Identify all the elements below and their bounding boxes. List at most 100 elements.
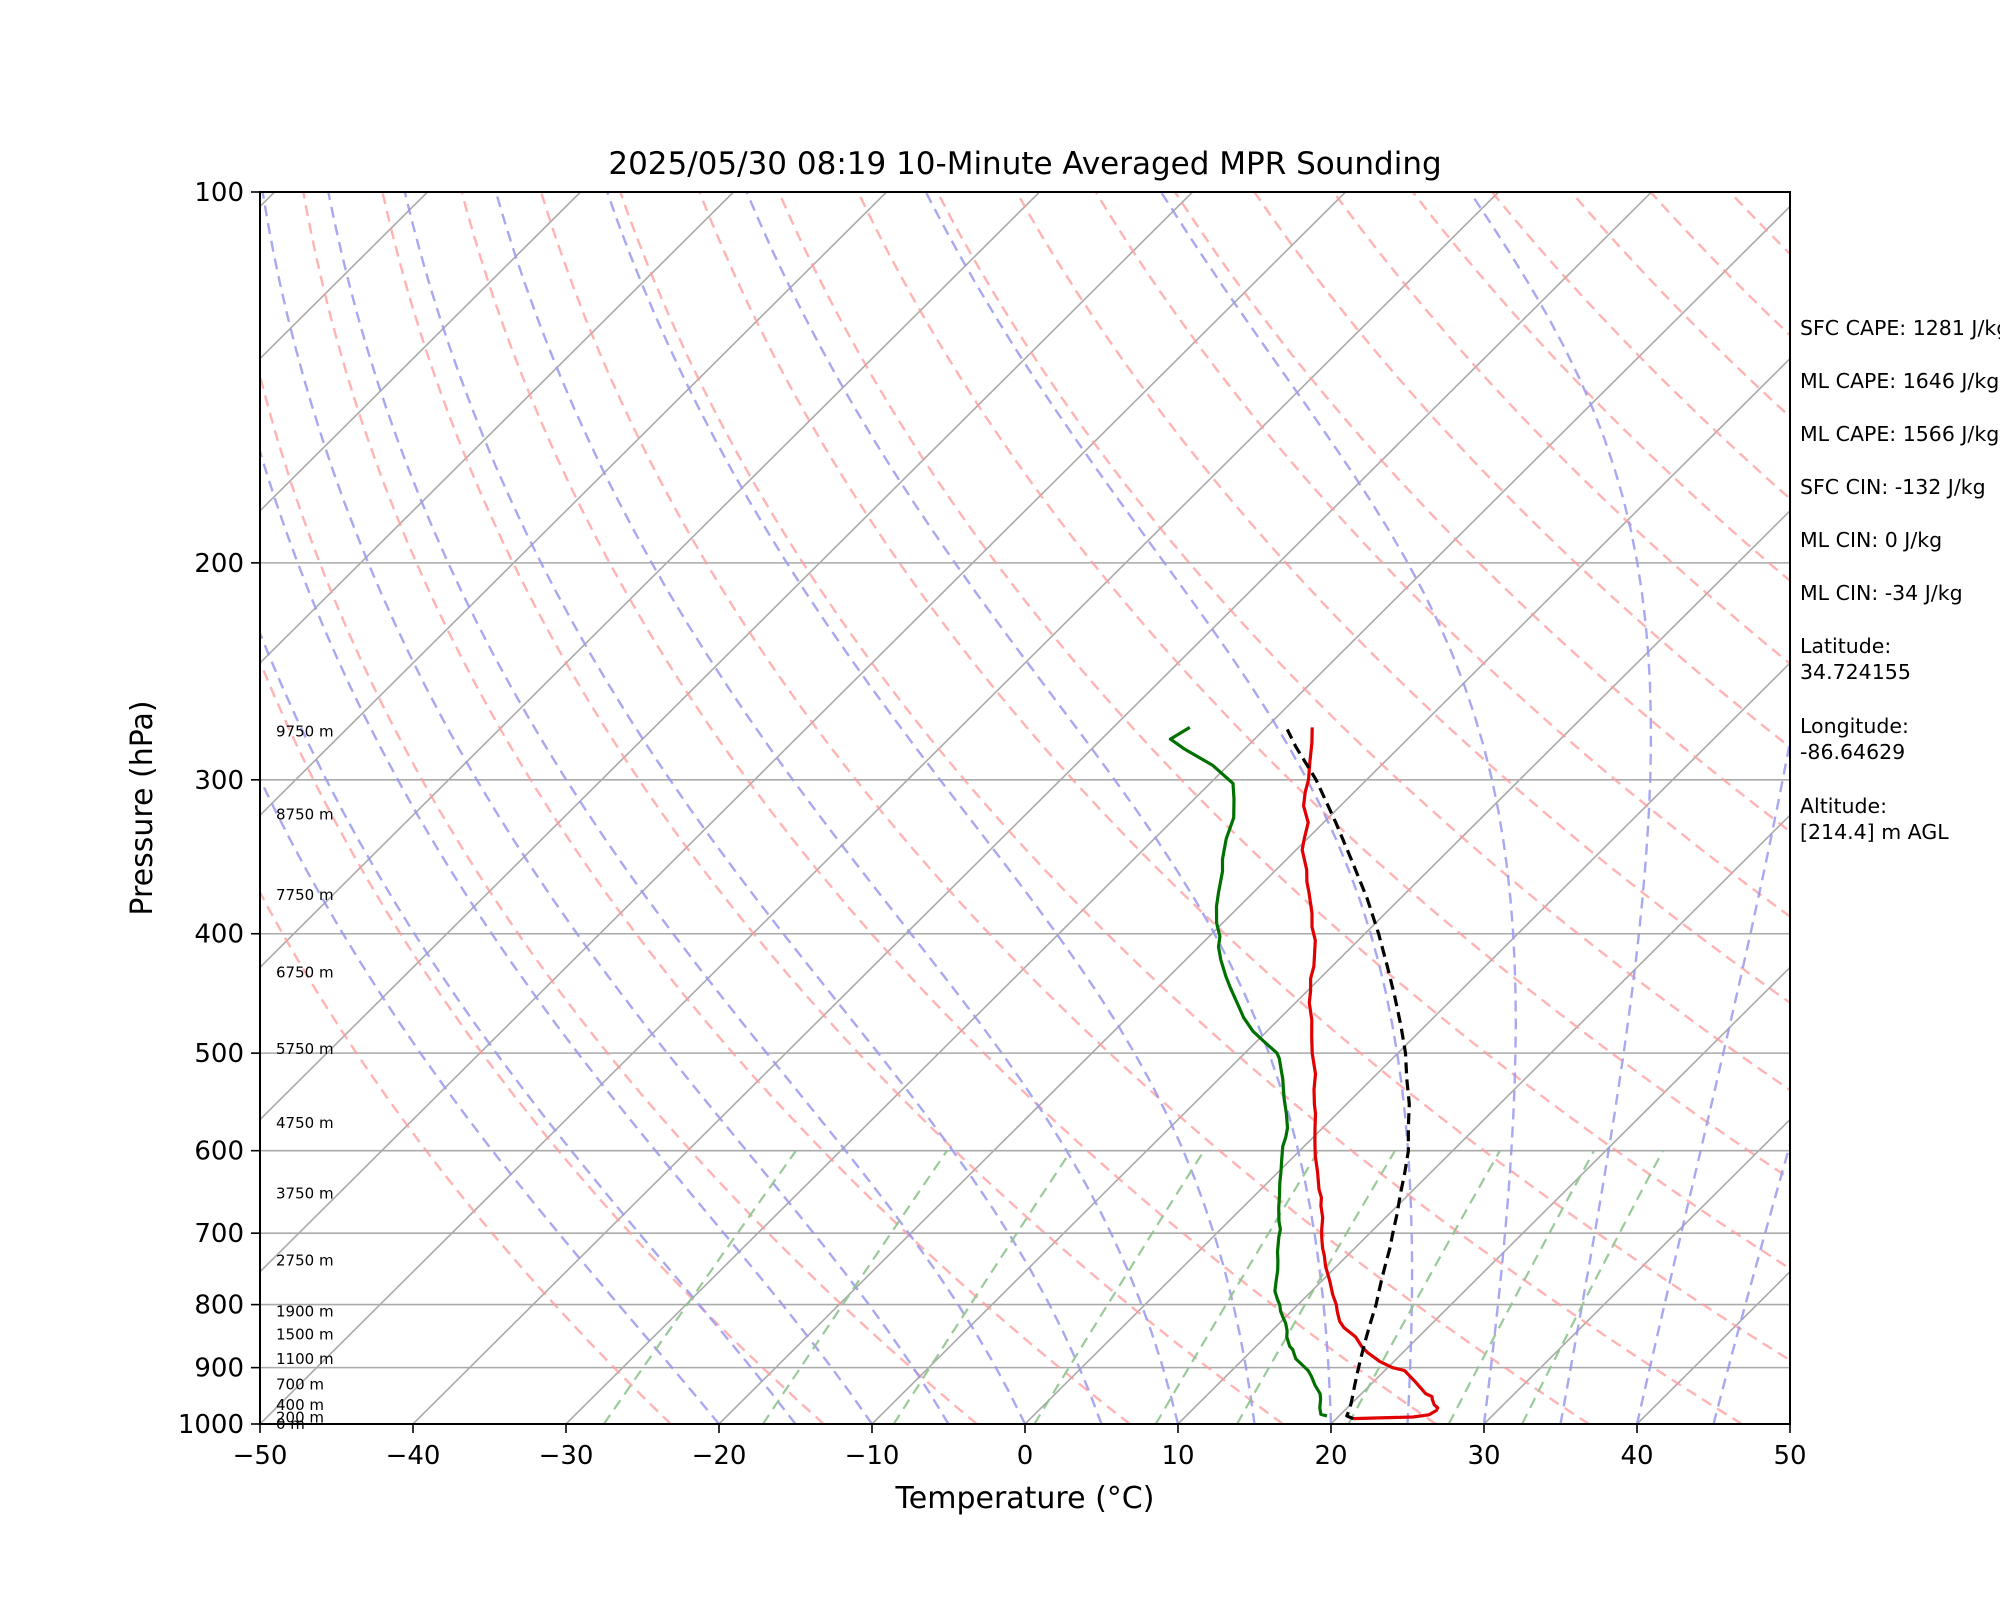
dry-adiabat-line xyxy=(777,192,1790,1271)
moist-adiabat-line xyxy=(1160,192,1518,1424)
isotherm-line xyxy=(260,192,888,817)
isotherm-line xyxy=(260,192,735,665)
height-label: 1100 m xyxy=(276,1350,334,1368)
x-axis-label: Temperature (°C) xyxy=(895,1481,1155,1516)
isotherm-line xyxy=(1177,814,1790,1424)
temperature-trace xyxy=(1300,727,1440,1421)
mixing-ratio-line xyxy=(761,1150,948,1424)
ml-cin-text-1: ML CIN: 0 J/kg xyxy=(1800,528,1943,552)
isotherm-line xyxy=(565,205,1790,1424)
background-lines xyxy=(0,192,1790,1424)
x-tick-label: 50 xyxy=(1773,1441,1806,1471)
dry-adiabat-line xyxy=(302,192,1131,1424)
mixing-ratio-line xyxy=(1236,1150,1396,1424)
height-label: 1500 m xyxy=(276,1326,334,1344)
moist-adiabat-line xyxy=(260,447,873,1424)
y-axis-label: Pressure (hPa) xyxy=(125,700,160,915)
isotherm-line xyxy=(260,192,1041,969)
isotherm-line xyxy=(260,192,1194,1121)
longitude-text: Longitude: -86.64629 xyxy=(1800,714,1909,764)
dry-adiabat-line xyxy=(1332,192,1790,666)
x-tick-label: −30 xyxy=(539,1441,594,1471)
height-label: 400 m xyxy=(276,1396,324,1414)
isotherm-line xyxy=(1024,661,1790,1424)
moist-adiabat-line xyxy=(924,192,1414,1424)
dry-adiabat-line xyxy=(539,192,1590,1424)
dry-adiabat-line xyxy=(260,889,672,1424)
y-tick-label: 800 xyxy=(194,1291,244,1321)
height-label: 200 m xyxy=(276,1409,324,1427)
isotherm-line xyxy=(0,192,122,1424)
x-tick-label: 30 xyxy=(1467,1441,1500,1471)
y-tick-label: 300 xyxy=(194,766,244,796)
moist-adiabat-line xyxy=(494,192,1180,1424)
ml-cape-text-1: ML CAPE: 1646 J/kg xyxy=(1800,369,2000,393)
dewpoint-trace xyxy=(1168,726,1328,1418)
y-tick-label: 100 xyxy=(194,178,244,208)
dry-adiabat-line xyxy=(619,192,1743,1424)
mixing-ratio-line xyxy=(1154,1150,1320,1424)
isotherm-line xyxy=(871,509,1790,1424)
sounding-traces xyxy=(1168,726,1440,1421)
height-label: 2750 m xyxy=(276,1252,334,1270)
ml-cin-text-2: ML CIN: -34 J/kg xyxy=(1800,581,1963,605)
dry-adiabat-line xyxy=(698,192,1790,1362)
x-tick-label: −10 xyxy=(845,1441,900,1471)
height-label: 700 m xyxy=(276,1376,324,1394)
mixing-ratio-line xyxy=(1521,1150,1664,1424)
height-label: 5750 m xyxy=(276,1040,334,1058)
height-label: 7750 m xyxy=(276,886,334,904)
isotherm-line xyxy=(412,192,1653,1424)
dry-adiabat-line xyxy=(381,192,1284,1424)
sfc-cape-text: SFC CAPE: 1281 J/kg xyxy=(1800,316,2000,340)
y-tick-label: 700 xyxy=(194,1219,244,1249)
height-label: 1900 m xyxy=(276,1302,334,1320)
moist-adiabat-line xyxy=(1635,734,1790,1424)
moist-adiabat-line xyxy=(403,192,1103,1424)
height-label: 4750 m xyxy=(276,1114,334,1132)
sfc-cin-text: SFC CIN: -132 J/kg xyxy=(1800,475,1986,499)
dry-adiabat-line xyxy=(260,658,825,1424)
moist-adiabat-line xyxy=(260,629,797,1424)
dry-adiabat-line xyxy=(1253,192,1790,749)
x-tick-label: 10 xyxy=(1161,1441,1194,1471)
dry-adiabat-line xyxy=(1094,192,1790,919)
parcel-trace xyxy=(1285,728,1411,1421)
isotherm-line xyxy=(1330,966,1790,1424)
isotherm-line xyxy=(1483,1118,1790,1424)
x-tick-label: 20 xyxy=(1314,1441,1347,1471)
isotherm-line xyxy=(718,357,1790,1424)
axis-ticks: −50 −40 −30 −20 −10 0 10 20 30 40 50 1000 900 800 700 6… xyxy=(178,178,1807,1471)
x-tick-label: −40 xyxy=(386,1441,441,1471)
y-tick-label: 500 xyxy=(194,1039,244,1069)
mixing-ratio-line xyxy=(602,1150,797,1424)
x-tick-label: 0 xyxy=(1017,1441,1034,1471)
chart-title: 2025/05/30 08:19 10-Minute Averaged MPR … xyxy=(608,146,1441,182)
altitude-text: Altitude: [214.4] m AGL xyxy=(1800,794,1949,844)
dry-adiabat-line xyxy=(1173,192,1790,833)
dry-adiabat-line xyxy=(1491,192,1790,501)
dry-adiabat-line xyxy=(1570,192,1790,419)
mixing-ratio-line xyxy=(1347,1150,1501,1424)
mixing-ratio-line xyxy=(1447,1150,1596,1424)
dry-adiabat-line xyxy=(1411,192,1790,583)
height-label: 6750 m xyxy=(276,963,334,981)
dry-adiabat-line xyxy=(460,192,1437,1424)
isotherm-line xyxy=(260,192,1347,1273)
latitude-text: Latitude: 34.724155 xyxy=(1800,634,1911,684)
height-label: 3750 m xyxy=(276,1185,334,1203)
moist-adiabat-line xyxy=(261,192,950,1424)
x-tick-label: −20 xyxy=(692,1441,747,1471)
moist-adiabat-line xyxy=(260,776,720,1424)
y-tick-label: 600 xyxy=(194,1137,244,1167)
y-tick-label: 1000 xyxy=(178,1410,244,1440)
moist-adiabat-line xyxy=(327,192,1027,1424)
y-tick-label: 400 xyxy=(194,920,244,950)
moist-adiabat-line xyxy=(745,192,1333,1424)
dry-adiabat-line xyxy=(936,192,1790,1092)
dry-adiabat-line xyxy=(260,371,978,1424)
x-tick-label: 40 xyxy=(1620,1441,1653,1471)
y-tick-label: 200 xyxy=(194,549,244,579)
